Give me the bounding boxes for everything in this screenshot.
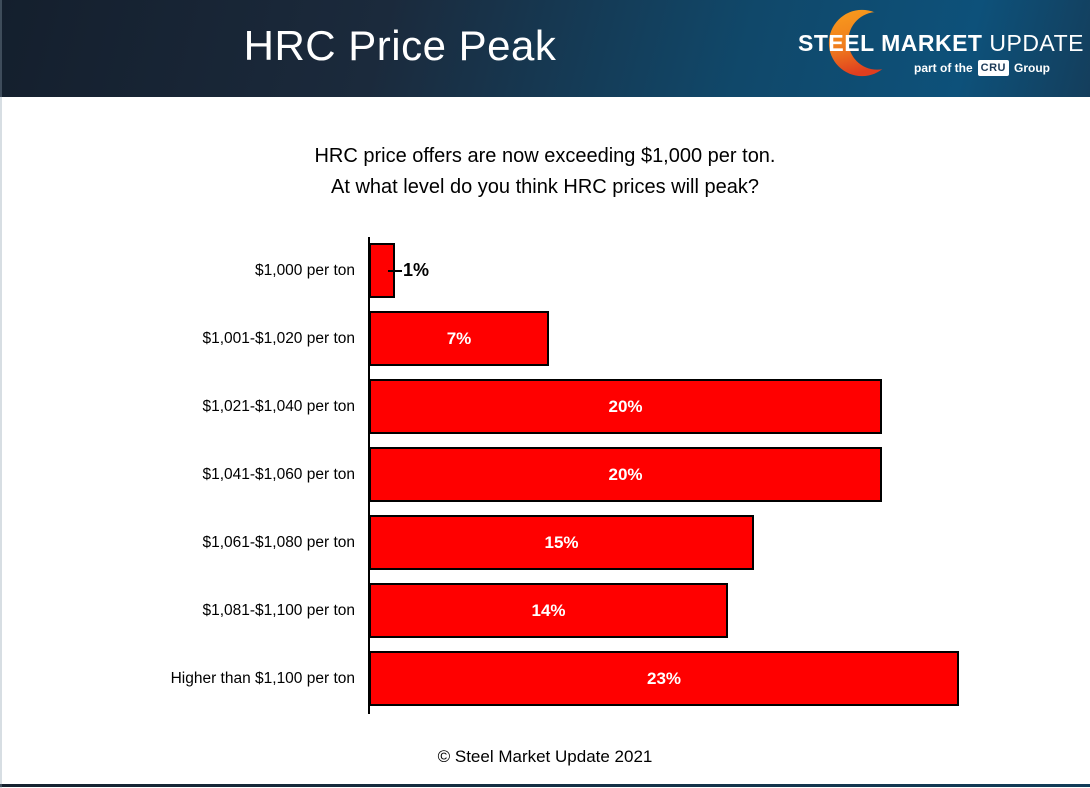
category-label: $1,021-$1,040 per ton [202,397,355,415]
leader-line [388,269,402,272]
bar-value-label: 15% [544,532,579,552]
chart-row: Higher than $1,100 per ton 23% [0,651,1090,719]
brand-light-text: UPDATE [989,30,1084,56]
page-title: HRC Price Peak [243,22,557,69]
bar-area: 14% [369,583,728,638]
chart-row: $1,021-$1,040 per ton 20% [0,379,1090,447]
left-edge-line [0,0,2,788]
category-label: $1,001-$1,020 per ton [202,329,355,347]
bar-area: 23% [369,651,959,706]
bar-chart: $1,000 per ton 1% $1,001-$1,020 per ton 7% $… [0,237,1090,719]
bar-value-label: 1% [403,260,430,280]
bar: 14% [369,583,728,638]
brand-bold-text: STEEL MARKET [798,30,983,56]
bar: 20% [369,447,882,502]
header-banner: HRC Price Peak STEEL MARKET UPDATE part … [0,0,1090,97]
copyright-text: © Steel Market Update 2021 [437,747,653,766]
chart-row: $1,000 per ton 1% [0,243,1090,311]
chart-question: HRC price offers are now exceeding $1,00… [0,141,1090,203]
cru-logo: CRU [977,60,1009,76]
category-label: $1,000 per ton [255,261,355,279]
chart-row: $1,041-$1,060 per ton 20% [0,447,1090,515]
bar: 7% [369,311,549,366]
bar-area: 1% [369,243,429,298]
bar-area: 20% [369,447,882,502]
outside-label-group: 1% [388,260,429,281]
tagline-prefix: part of the [913,61,973,75]
chart-row: $1,061-$1,080 per ton 15% [0,515,1090,583]
bar-value-label: 20% [608,464,643,484]
brand-wordmark: STEEL MARKET UPDATE [798,30,1084,57]
chart-row: $1,001-$1,020 per ton 7% [0,311,1090,379]
bar-area: 7% [369,311,549,366]
category-label: $1,081-$1,100 per ton [202,601,355,619]
bar-value-label: 7% [446,328,472,348]
bar-value-label: 20% [608,396,643,416]
chart-row: $1,081-$1,100 per ton 14% [0,583,1090,651]
bar-value-label: 23% [646,668,682,688]
bar-rows: $1,000 per ton 1% $1,001-$1,020 per ton 7% $… [0,243,1090,719]
chart-question-line1: HRC price offers are now exceeding $1,00… [314,145,776,167]
bar: 23% [369,651,959,706]
bar: 15% [369,515,754,570]
chart-question-line2: At what level do you think HRC prices wi… [331,176,759,198]
crescent-icon [828,9,896,77]
bar-area: 20% [369,379,882,434]
category-label: Higher than $1,100 per ton [170,669,355,687]
category-label: $1,061-$1,080 per ton [202,533,355,551]
steel-market-update-logo: STEEL MARKET UPDATE part of the CRU Grou… [786,6,1083,90]
tagline-suffix: Group [1014,61,1050,75]
bar-value-label: 14% [531,600,566,620]
brand-tagline: part of the CRU Group [914,60,1050,76]
category-label: $1,041-$1,060 per ton [202,465,355,483]
bar: 20% [369,379,882,434]
bar-area: 15% [369,515,754,570]
bottom-accent-bar [0,784,1090,787]
